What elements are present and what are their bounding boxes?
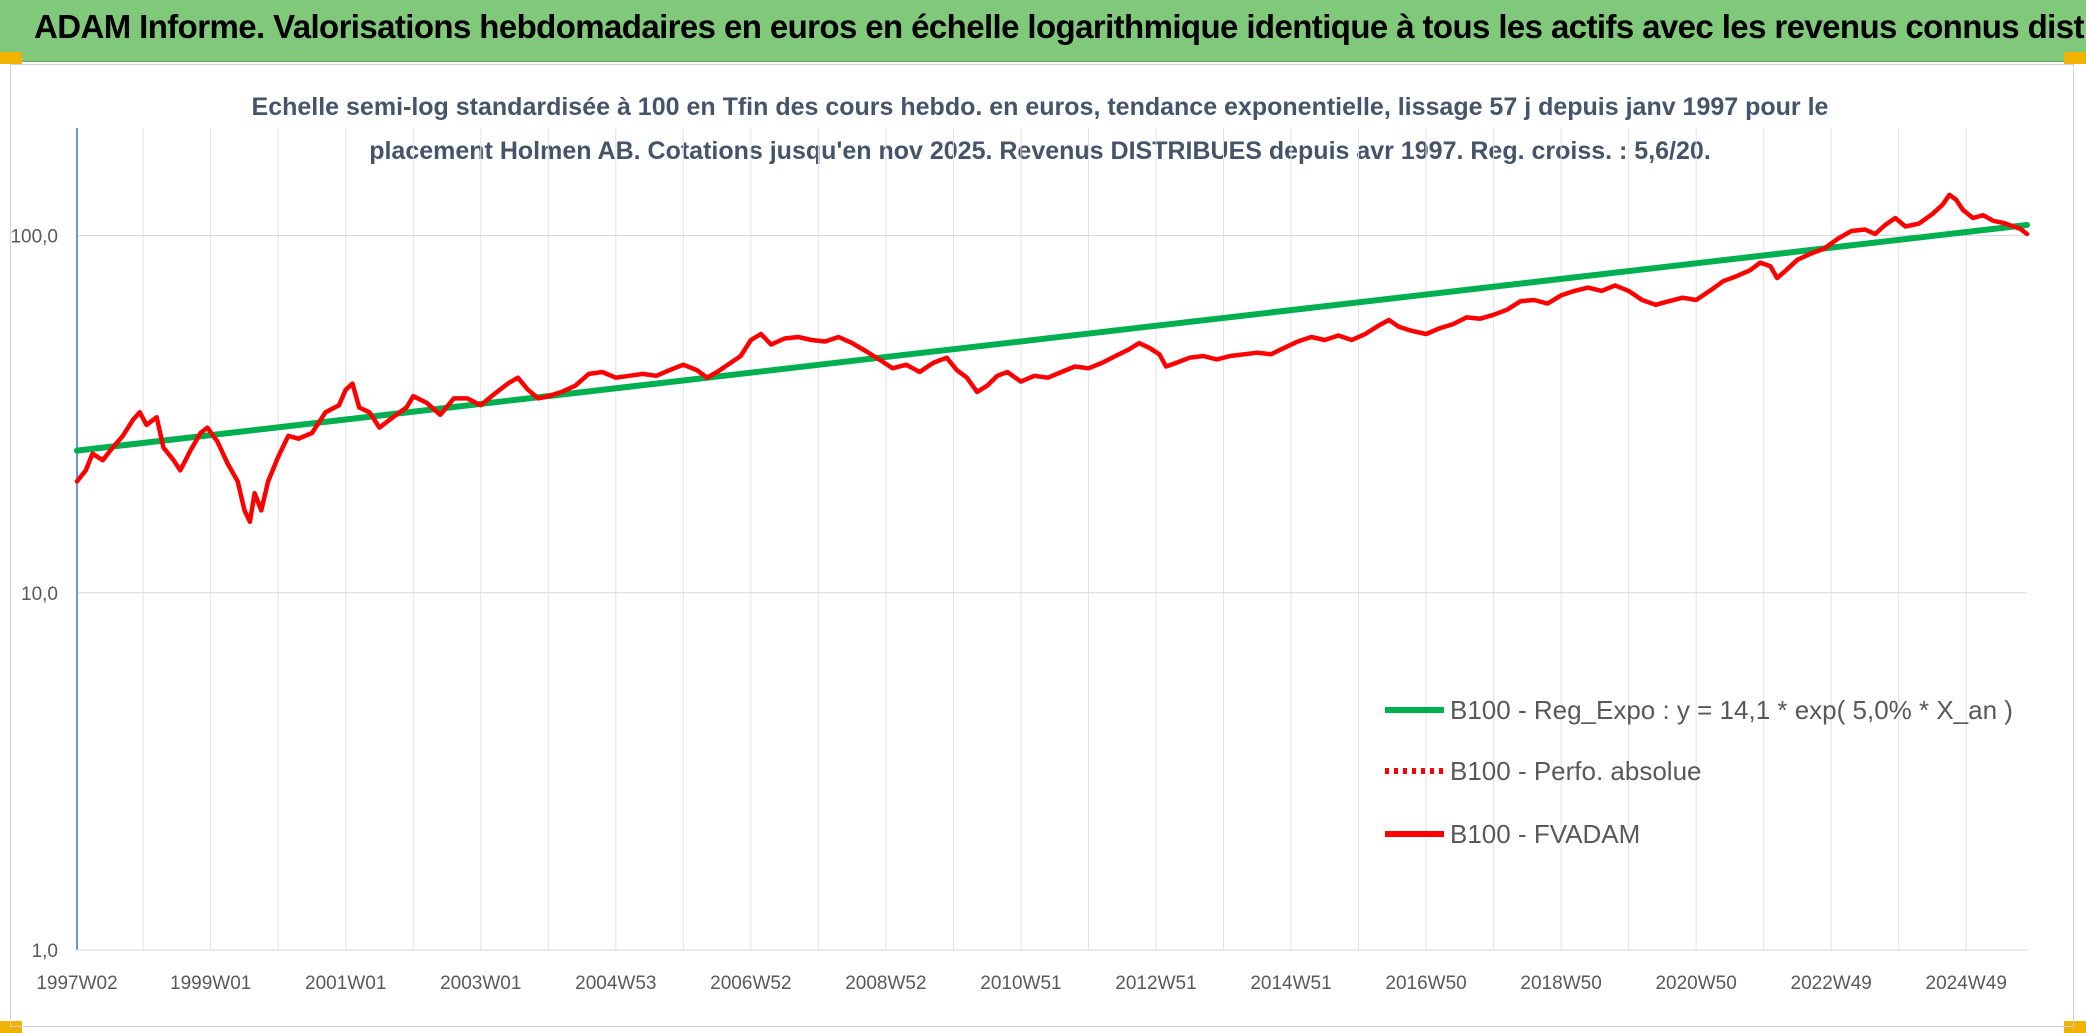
legend-entry-2: B100 - FVADAM — [1450, 819, 1640, 849]
series-line-0 — [74, 222, 2030, 454]
report-banner: ADAM Informe. Valorisations hebdomadaire… — [0, 0, 2086, 62]
x-tick-label: 2016W50 — [1385, 973, 1466, 994]
x-tick-label: 2014W51 — [1250, 973, 1331, 994]
corner-marker-top-right — [2064, 52, 2086, 64]
chart-subtitle-line-1: Echelle semi-log standardisée à 100 en T… — [252, 93, 1829, 121]
y-tick-label: 100,0 — [10, 227, 58, 248]
series-line-2 — [74, 192, 2030, 525]
x-tick-label: 2004W53 — [575, 973, 656, 994]
x-tick-label: 2001W01 — [305, 973, 386, 994]
chart-series — [74, 192, 2030, 525]
x-tick-label: 2008W52 — [845, 973, 926, 994]
x-tick-label: 2022W49 — [1791, 973, 1872, 994]
y-tick-label: 1,0 — [32, 941, 58, 962]
x-tick-label: 1997W02 — [36, 973, 117, 994]
report-title: ADAM Informe. Valorisations hebdomadaire… — [34, 8, 2086, 45]
x-tick-label: 2003W01 — [440, 973, 521, 994]
x-tick-label: 2010W51 — [980, 973, 1061, 994]
legend-entry-0: B100 - Reg_Expo : y = 14,1 * exp( 5,0% *… — [1450, 695, 2013, 725]
chart-axes — [76, 128, 2027, 951]
corner-marker-top-left — [0, 52, 22, 64]
chart-frame — [10, 64, 2074, 1027]
x-tick-label: 2020W50 — [1655, 973, 1736, 994]
chart-subtitle-line-2: placement Holmen AB. Cotations jusqu'en … — [369, 137, 1711, 165]
chart-legend: B100 - Reg_Expo : y = 14,1 * exp( 5,0% *… — [1385, 695, 2013, 849]
corner-marker-bottom-left — [0, 1021, 22, 1033]
y-tick-label: 10,0 — [21, 584, 58, 605]
x-tick-label: 2018W50 — [1520, 973, 1601, 994]
chart-tick-labels: 1,0 10,0 100,0 1997W02 1999W01 2001W01 2003W01… — [10, 227, 2006, 994]
legend-entry-1: B100 - Perfo. absolue — [1450, 756, 1702, 786]
chart-gridlines — [77, 128, 2027, 951]
x-tick-label: 2024W49 — [1926, 973, 2007, 994]
x-tick-label: 2006W52 — [710, 973, 791, 994]
corner-marker-bottom-right — [2064, 1021, 2086, 1033]
x-tick-label: 2012W51 — [1115, 973, 1196, 994]
x-tick-label: 1999W01 — [170, 973, 251, 994]
